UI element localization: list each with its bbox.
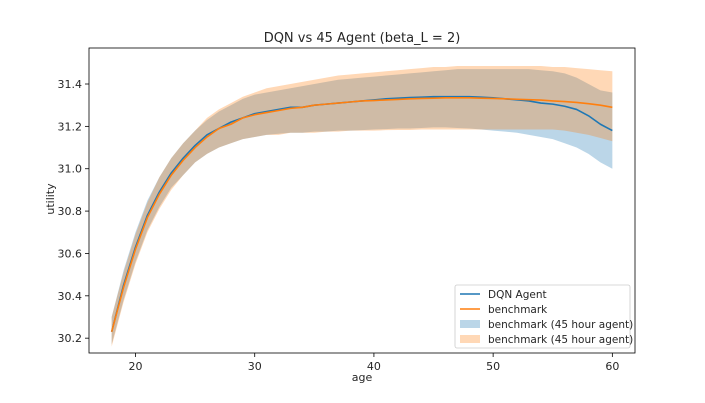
y-tick-label: 30.8 [58, 205, 83, 218]
legend-swatch-band [460, 335, 480, 343]
x-axis-label: age [352, 371, 373, 384]
y-axis-label: utility [44, 183, 57, 215]
confidence-bands [111, 66, 613, 347]
legend-entry-label: benchmark (45 hour agent) [488, 319, 633, 331]
x-tick-label: 30 [248, 360, 262, 373]
y-tick-label: 30.2 [58, 332, 83, 345]
x-tick-label: 60 [605, 360, 619, 373]
x-tick-label: 50 [486, 360, 500, 373]
y-tick-label: 30.4 [58, 290, 83, 303]
x-tick-label: 20 [128, 360, 142, 373]
band-series-3 [111, 66, 613, 347]
legend: DQN Agent benchmark benchmark (45 hour age… [454, 284, 633, 349]
legend-box [454, 284, 631, 349]
axes: 20 30 40 50 60 30.2 30.4 30.6 30.8 31.0 31.2 31.4 [58, 47, 636, 373]
legend-entry-label: benchmark [488, 304, 548, 316]
plot-frame [88, 47, 636, 354]
legend-swatch-band [460, 320, 480, 328]
y-tick-label: 31.2 [58, 120, 83, 133]
x-tick-label: 40 [367, 360, 381, 373]
y-tick-label: 30.6 [58, 247, 83, 260]
y-tick-label: 31.0 [58, 163, 83, 176]
band-series-2 [111, 69, 613, 345]
legend-entry-label: DQN Agent [488, 289, 547, 301]
line-series-1 [110, 96, 613, 333]
series-lines [110, 95, 613, 333]
y-tick-label: 31.4 [58, 78, 83, 91]
chart-title: DQN vs 45 Agent (beta_L = 2) [264, 31, 461, 46]
legend-entry-label: benchmark (45 hour agent) [488, 334, 633, 346]
